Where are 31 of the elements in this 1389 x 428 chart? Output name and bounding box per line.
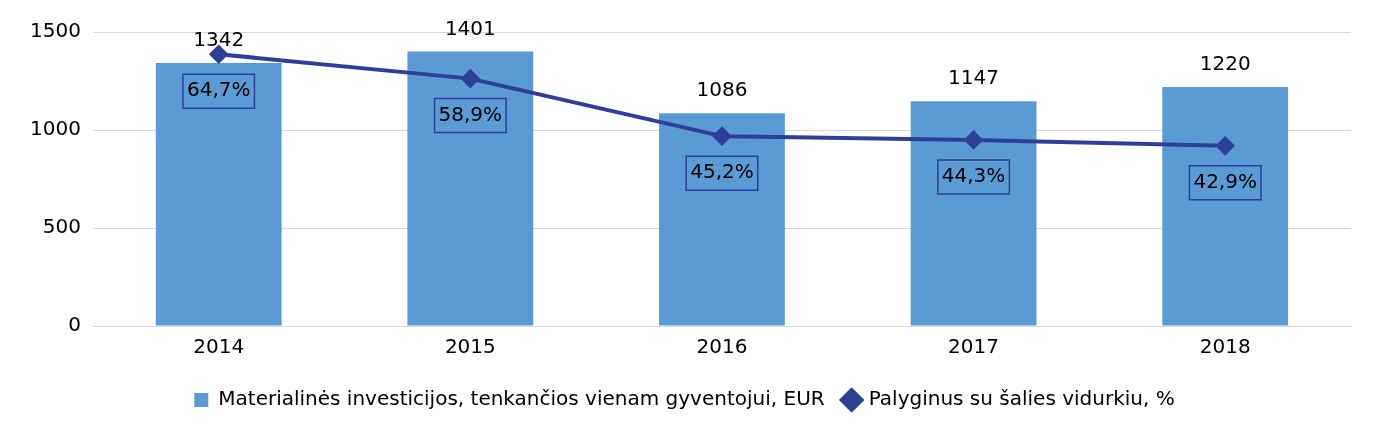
data-label: 1342 — [193, 27, 245, 52]
y-tick-label: 500 — [42, 214, 81, 239]
legend-label: Palyginus su šalies vidurkiu, % — [868, 386, 1175, 411]
legend-label: Materialinės investicijos, tenkančios vienam gyventojui, EUR — [218, 386, 825, 411]
x-tick-label: 2018 — [1199, 334, 1251, 359]
point — [209, 45, 228, 64]
bar — [155, 62, 282, 326]
x-tick-label: 2015 — [444, 334, 496, 359]
data-label: 1220 — [1199, 51, 1251, 76]
y-tick-label: 1500 — [29, 18, 81, 43]
x-tick-label: 2014 — [193, 334, 245, 359]
bar — [659, 113, 785, 326]
point — [461, 69, 480, 88]
data-label: 44,3% — [941, 163, 1006, 188]
data-label: 58,9% — [438, 101, 503, 126]
y-tick-label: 0 — [68, 312, 81, 337]
data-label: 1147 — [948, 65, 1000, 90]
data-label: 1086 — [696, 77, 748, 102]
x-tick-label: 2017 — [948, 334, 1000, 359]
data-label: 42,9% — [1193, 169, 1257, 194]
data-label: 45,2% — [690, 159, 754, 184]
bar — [910, 101, 1037, 326]
data-label: 64,7% — [186, 77, 251, 102]
point — [964, 130, 983, 149]
y-tick-label: 1000 — [29, 116, 81, 141]
point — [1216, 136, 1235, 155]
x-tick-label: 2016 — [696, 334, 748, 359]
bar — [407, 51, 534, 326]
point — [712, 127, 731, 146]
data-label: 1401 — [444, 15, 496, 40]
bar — [1162, 86, 1289, 326]
